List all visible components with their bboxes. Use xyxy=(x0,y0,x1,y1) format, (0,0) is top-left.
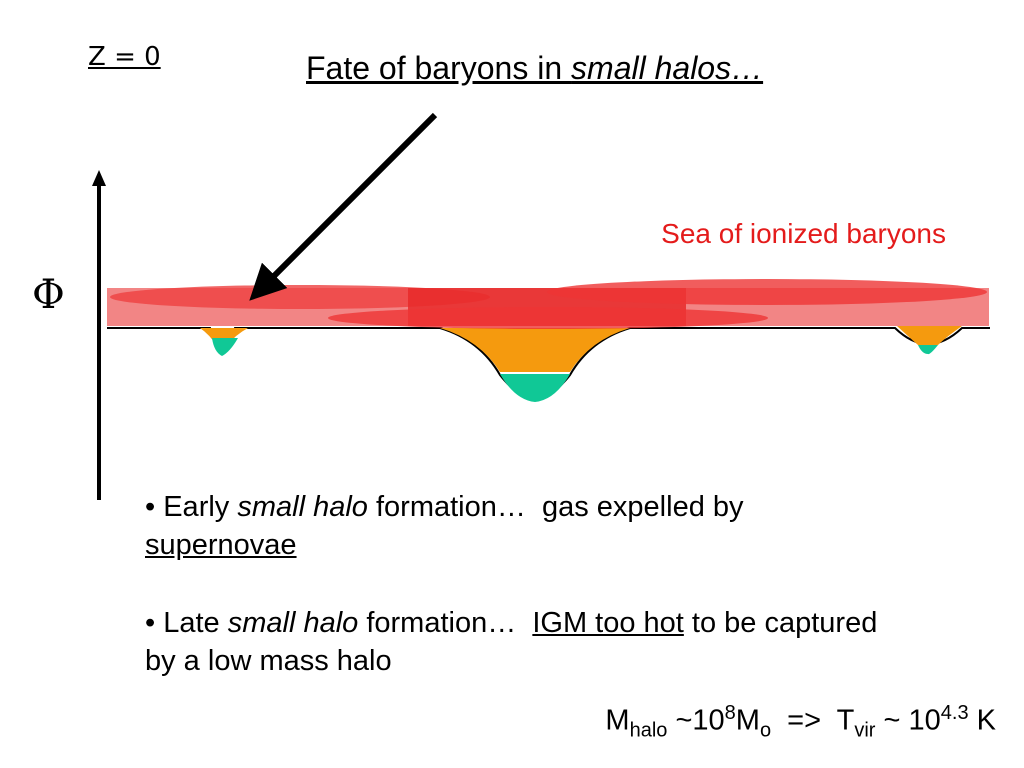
sea-label: Sea of ionized baryons xyxy=(661,218,946,249)
text: formation… xyxy=(358,607,533,639)
f: M xyxy=(735,704,760,737)
axis-head xyxy=(92,170,106,186)
bullet: Late small halo formation… IGM too hot t… xyxy=(145,604,885,680)
sea-blob xyxy=(110,285,490,309)
text: Early xyxy=(163,491,238,523)
text: formation… gas expelled by xyxy=(367,491,752,523)
f-sup: 4.3 xyxy=(940,702,969,724)
sea-blob xyxy=(547,279,987,305)
text: to be captured by a low mass halo xyxy=(145,607,886,677)
title-text: Fate of baryons in xyxy=(306,50,572,86)
f-sub: o xyxy=(759,719,772,742)
f-sub: halo xyxy=(629,719,668,742)
large-well xyxy=(440,328,630,372)
right-well xyxy=(897,326,962,345)
f: => T xyxy=(771,704,855,737)
f: ~ 10 xyxy=(875,704,941,737)
title-emph: small halos… xyxy=(571,50,764,86)
arrow xyxy=(249,112,438,301)
redshift-label: Z = 0 xyxy=(88,42,161,72)
emph: small halo xyxy=(227,607,359,639)
title: Fate of baryons in small halos… xyxy=(306,50,763,87)
f: M xyxy=(605,704,630,737)
underlined: IGM too hot xyxy=(532,607,684,639)
sea-blob xyxy=(328,307,768,329)
right-core xyxy=(918,345,938,355)
f: ~10 xyxy=(667,704,725,737)
formula: Mhalo ~108Mo => Tvir ~ 104.3 K xyxy=(605,702,996,742)
underlined: supernovae xyxy=(145,529,297,561)
emph: small halo xyxy=(237,491,368,523)
large-core xyxy=(500,374,570,402)
bullets: Early small halo formation… gas expelled… xyxy=(145,488,885,720)
f-sub: vir xyxy=(854,719,876,742)
bullet: Early small halo formation… gas expelled… xyxy=(145,488,885,564)
f: K xyxy=(968,704,996,737)
text: Late xyxy=(163,607,228,639)
axis-label: Φ xyxy=(32,272,65,318)
small-core xyxy=(212,338,238,356)
f-sup: 8 xyxy=(724,702,736,724)
